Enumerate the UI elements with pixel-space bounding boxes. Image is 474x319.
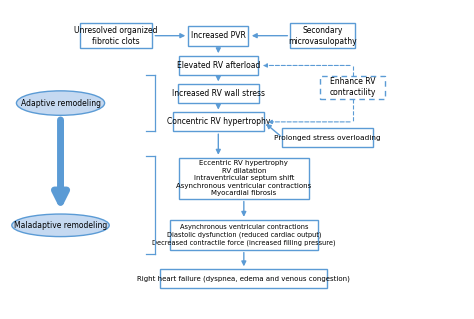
Text: Unresolved organized
fibrotic clots: Unresolved organized fibrotic clots: [74, 26, 158, 46]
FancyBboxPatch shape: [170, 220, 318, 249]
Text: Prolonged stress overloading: Prolonged stress overloading: [274, 135, 381, 141]
FancyBboxPatch shape: [160, 269, 328, 288]
FancyBboxPatch shape: [282, 129, 373, 147]
Text: Elevated RV afterload: Elevated RV afterload: [177, 61, 260, 70]
FancyBboxPatch shape: [173, 113, 264, 131]
Ellipse shape: [12, 214, 109, 237]
FancyBboxPatch shape: [80, 23, 152, 48]
Text: Right heart failure (dyspnea, edema and venous congestion): Right heart failure (dyspnea, edema and …: [137, 275, 350, 282]
FancyBboxPatch shape: [179, 158, 309, 199]
Text: Increased PVR: Increased PVR: [191, 31, 246, 40]
Text: Maladaptive remodeling: Maladaptive remodeling: [14, 221, 107, 230]
FancyBboxPatch shape: [290, 23, 355, 48]
Text: Asynchronous ventricular contractions
Diastolic dysfunction (reduced cardiac out: Asynchronous ventricular contractions Di…: [152, 224, 336, 246]
Text: Eccentric RV hypertrophy
RV dilatation
Intraventricular septum shift
Asynchronou: Eccentric RV hypertrophy RV dilatation I…: [176, 160, 311, 196]
Text: Concentric RV hypertrophy: Concentric RV hypertrophy: [167, 117, 270, 126]
FancyBboxPatch shape: [179, 56, 258, 75]
Text: Adaptive remodeling: Adaptive remodeling: [20, 99, 100, 108]
Text: Enhance RV
contractility: Enhance RV contractility: [330, 78, 376, 98]
FancyBboxPatch shape: [178, 84, 259, 103]
FancyBboxPatch shape: [320, 76, 385, 99]
Text: Increased RV wall stress: Increased RV wall stress: [172, 89, 265, 98]
Ellipse shape: [17, 91, 105, 115]
FancyBboxPatch shape: [188, 26, 248, 46]
Text: Secondary
microvasulopathy: Secondary microvasulopathy: [288, 26, 357, 46]
